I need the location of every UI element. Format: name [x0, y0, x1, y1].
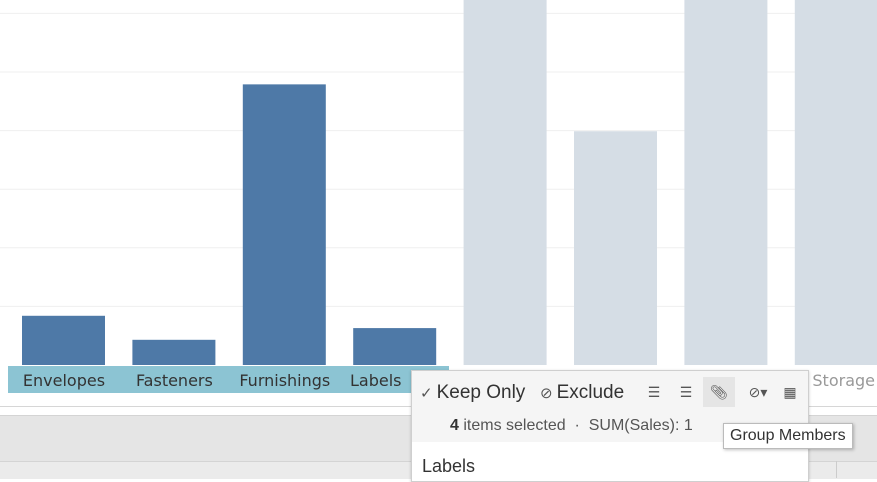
bar[interactable]: [463, 0, 547, 365]
tooltip: Group Members: [723, 423, 853, 449]
bar[interactable]: [684, 0, 768, 365]
exclude-icon: ⊘: [540, 385, 553, 402]
x-tick-label[interactable]: Envelopes: [22, 371, 106, 390]
x-tick-label[interactable]: Furnishings: [239, 371, 331, 390]
set-dropdown-button[interactable]: ⊘▾: [742, 377, 774, 407]
paperclip-icon: 📎︎: [710, 383, 728, 400]
bar[interactable]: [242, 84, 326, 366]
sort-descending-icon: ☰: [679, 383, 693, 400]
exclude-button[interactable]: ⊘ Exclude: [540, 382, 625, 403]
field-name: Labels: [422, 456, 476, 476]
x-tick-label[interactable]: Labels: [350, 371, 402, 390]
view-data-button[interactable]: ▦: [774, 377, 806, 407]
group-members-button[interactable]: 📎︎: [703, 377, 735, 407]
divider: [836, 461, 837, 478]
bar[interactable]: [574, 131, 657, 365]
x-tick-label[interactable]: Storage: [812, 371, 875, 390]
bar-chart: [0, 0, 877, 366]
sort-descending-button[interactable]: ☰: [670, 377, 702, 407]
bar[interactable]: [353, 328, 437, 365]
set-icon: ⊘▾: [748, 383, 768, 400]
x-tick-label[interactable]: Fasteners: [135, 371, 213, 390]
check-icon: ✓: [420, 385, 433, 402]
keep-only-button[interactable]: ✓ Keep Only: [420, 382, 526, 403]
table-icon: ▦: [783, 383, 797, 400]
selected-labels-highlight: [8, 366, 449, 393]
bar[interactable]: [22, 315, 105, 365]
bar[interactable]: [132, 339, 216, 365]
bar[interactable]: [794, 0, 877, 365]
sort-ascending-button[interactable]: ☰: [638, 377, 670, 407]
selection-summary: 4 items selected · SUM(Sales): 1: [450, 417, 693, 434]
sort-ascending-icon: ☰: [647, 383, 661, 400]
